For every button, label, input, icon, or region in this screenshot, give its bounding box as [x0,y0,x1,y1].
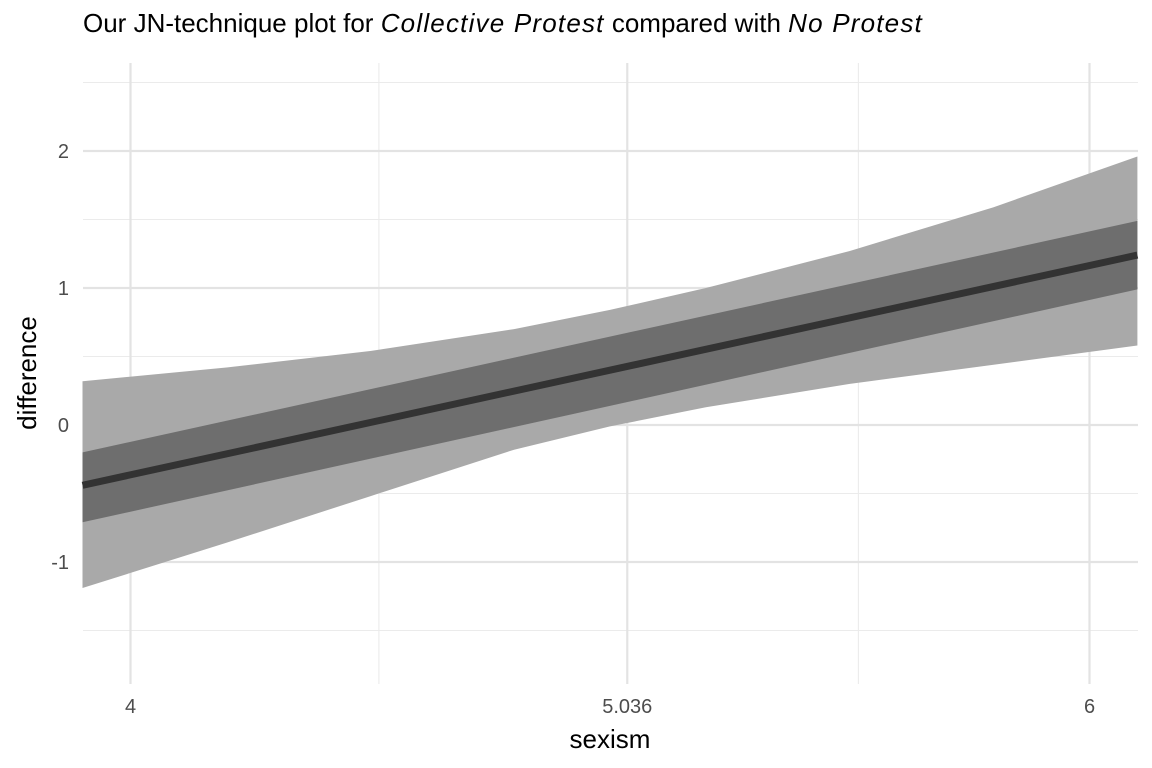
x-tick-label: 4 [125,696,136,718]
title-prefix: Our JN-technique plot for [83,8,381,38]
title-group1: Collective Protest [380,8,605,38]
y-tick-label: 2 [58,141,69,163]
y-tick-label: 0 [58,415,69,437]
estimate-line [81,251,1139,489]
title-group2: No Protest [788,8,923,38]
x-tick-label: 6 [1084,696,1095,718]
chart-title: Our JN-technique plot for Collective Pro… [83,8,923,39]
x-tick-labels: 4 5.036 6 [125,696,1095,718]
y-tick-labels: -1 0 1 2 [51,141,69,574]
x-tick-label: 5.036 [602,696,652,718]
y-tick-label: 1 [58,278,69,300]
estimate-lines [81,251,1139,489]
title-middle: compared with [604,8,789,38]
x-axis-title: sexism [570,724,651,754]
y-tick-label: -1 [51,552,69,574]
y-axis-title: difference [12,316,42,430]
